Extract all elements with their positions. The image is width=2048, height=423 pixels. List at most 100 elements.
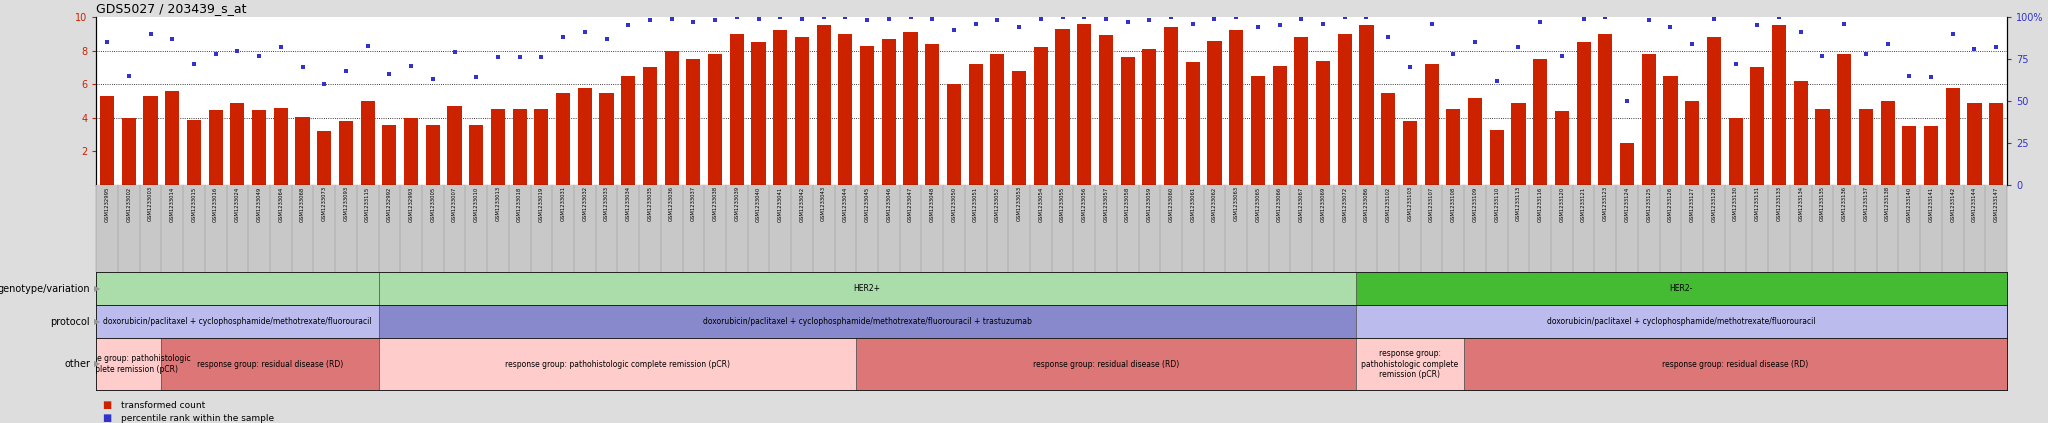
Text: GSM1233044: GSM1233044: [844, 186, 848, 222]
Point: [373, 71, 406, 77]
Bar: [403, 118, 418, 185]
Bar: [100, 96, 115, 185]
Point: [1524, 19, 1556, 25]
Text: GSM1232992: GSM1232992: [387, 186, 391, 222]
Point: [807, 14, 840, 20]
Text: GSM1233147: GSM1233147: [1993, 186, 1999, 222]
Point: [1784, 29, 1817, 36]
Bar: [1577, 42, 1591, 185]
Text: transformed count: transformed count: [121, 401, 205, 409]
Text: GSM1233135: GSM1233135: [1821, 186, 1825, 221]
Text: GSM1233144: GSM1233144: [1972, 186, 1976, 222]
Bar: [1208, 41, 1221, 185]
Bar: [1489, 129, 1503, 185]
Text: ■: ■: [102, 413, 113, 423]
Text: GSM1233061: GSM1233061: [1190, 186, 1196, 222]
Text: GSM1233120: GSM1233120: [1559, 186, 1565, 222]
Text: GSM1233086: GSM1233086: [1364, 186, 1368, 222]
Point: [590, 36, 623, 42]
Bar: [1751, 67, 1765, 185]
Point: [741, 15, 774, 22]
Bar: [752, 42, 766, 185]
Bar: [469, 124, 483, 185]
Text: GSM1233108: GSM1233108: [1450, 186, 1456, 222]
Bar: [1055, 29, 1069, 185]
Bar: [1923, 126, 1937, 185]
Bar: [379, 338, 856, 390]
Bar: [1337, 34, 1352, 185]
Bar: [96, 272, 379, 305]
Bar: [96, 305, 379, 338]
Bar: [1272, 66, 1286, 185]
Text: GSM1233138: GSM1233138: [1884, 186, 1890, 221]
Bar: [1468, 98, 1483, 185]
Text: GSM1233124: GSM1233124: [1624, 186, 1630, 222]
Point: [90, 39, 123, 46]
Bar: [143, 96, 158, 185]
Point: [178, 60, 211, 67]
Text: GSM1233041: GSM1233041: [778, 186, 782, 222]
Bar: [1100, 36, 1112, 185]
Text: GSM1233005: GSM1233005: [430, 186, 436, 222]
Point: [1307, 20, 1339, 27]
Bar: [1663, 76, 1677, 185]
Text: GSM1233064: GSM1233064: [279, 186, 283, 222]
Point: [1176, 20, 1208, 27]
Point: [1741, 22, 1774, 29]
Point: [786, 15, 819, 22]
Text: GSM1233142: GSM1233142: [1950, 186, 1956, 222]
Text: GSM1233134: GSM1233134: [1798, 186, 1802, 221]
Text: HER2-: HER2-: [1669, 284, 1694, 293]
Bar: [1446, 110, 1460, 185]
Text: GSM1233037: GSM1233037: [690, 186, 696, 221]
Bar: [1356, 305, 2007, 338]
Text: ▶: ▶: [94, 360, 100, 368]
Point: [156, 36, 188, 42]
Text: GSM1233045: GSM1233045: [864, 186, 870, 222]
Text: GSM1233007: GSM1233007: [453, 186, 457, 222]
Text: GSM1233065: GSM1233065: [1255, 186, 1260, 222]
Point: [1546, 52, 1579, 59]
Text: GSM1233059: GSM1233059: [1147, 186, 1151, 222]
Bar: [1251, 76, 1266, 185]
Point: [721, 14, 754, 20]
Text: GSM1233048: GSM1233048: [930, 186, 934, 222]
Point: [287, 64, 319, 71]
Point: [1221, 14, 1253, 20]
Bar: [274, 108, 289, 185]
Text: GSM1233056: GSM1233056: [1081, 186, 1087, 222]
Bar: [1186, 62, 1200, 185]
Bar: [991, 54, 1004, 185]
Text: GSM1233063: GSM1233063: [1233, 186, 1239, 221]
Point: [113, 72, 145, 79]
Point: [1655, 24, 1688, 30]
Bar: [295, 117, 309, 185]
Point: [481, 54, 514, 61]
Point: [1004, 24, 1036, 30]
Bar: [535, 110, 549, 185]
Bar: [1143, 49, 1157, 185]
Point: [1415, 20, 1448, 27]
Point: [829, 14, 862, 20]
Point: [1675, 41, 1708, 47]
Text: GSM1233051: GSM1233051: [973, 186, 979, 222]
Point: [461, 74, 494, 81]
Bar: [1597, 34, 1612, 185]
Text: GSM1233069: GSM1233069: [1321, 186, 1325, 222]
Text: GSM1233113: GSM1233113: [1516, 186, 1522, 221]
Point: [135, 30, 168, 37]
Point: [1090, 15, 1122, 22]
Point: [1718, 60, 1751, 67]
Bar: [643, 67, 657, 185]
Bar: [1772, 25, 1786, 185]
Point: [1133, 17, 1165, 24]
Point: [895, 14, 928, 20]
Bar: [1860, 110, 1874, 185]
Bar: [1294, 37, 1309, 185]
Point: [1501, 44, 1534, 51]
Bar: [621, 76, 635, 185]
Point: [981, 17, 1014, 24]
Bar: [856, 338, 1356, 390]
Text: GSM1233125: GSM1233125: [1647, 186, 1651, 222]
Bar: [1317, 60, 1329, 185]
